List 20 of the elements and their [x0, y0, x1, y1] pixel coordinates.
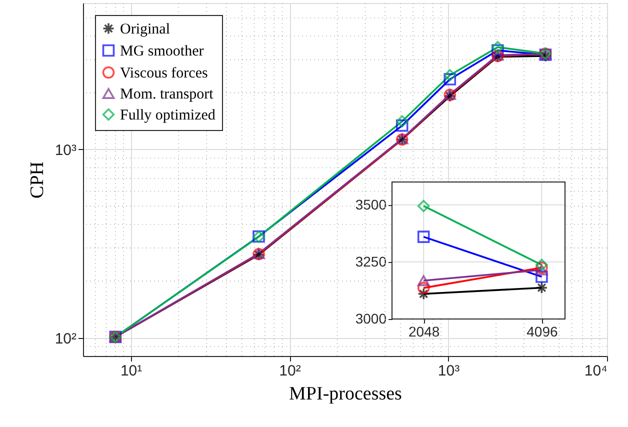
- legend-label: Mom. transport: [120, 86, 214, 102]
- legend-label: MG smoother: [120, 44, 204, 60]
- x-tick-label: 10²: [279, 362, 301, 380]
- point: [417, 288, 430, 300]
- point: [536, 282, 548, 294]
- x-axis-title: MPI-processes: [289, 384, 402, 404]
- x-tick-label: 4096: [526, 324, 558, 340]
- legend-label: Original: [120, 22, 170, 38]
- y-tick-label: 3000: [355, 310, 387, 326]
- x-tick-label: 2048: [408, 324, 440, 340]
- x-tick-label: 10³: [438, 362, 460, 380]
- y-axis-title: CPH: [26, 161, 48, 198]
- x-tick-label: 10¹: [120, 362, 142, 380]
- y-tick-label: 3500: [355, 196, 387, 212]
- x-tick-label: 10⁴: [584, 362, 608, 380]
- legend-label: Viscous forces: [120, 66, 208, 82]
- point: [417, 200, 430, 212]
- y-tick-label: 3250: [355, 253, 387, 270]
- legend-label: Fully optimized: [120, 108, 216, 124]
- point: [417, 230, 430, 243]
